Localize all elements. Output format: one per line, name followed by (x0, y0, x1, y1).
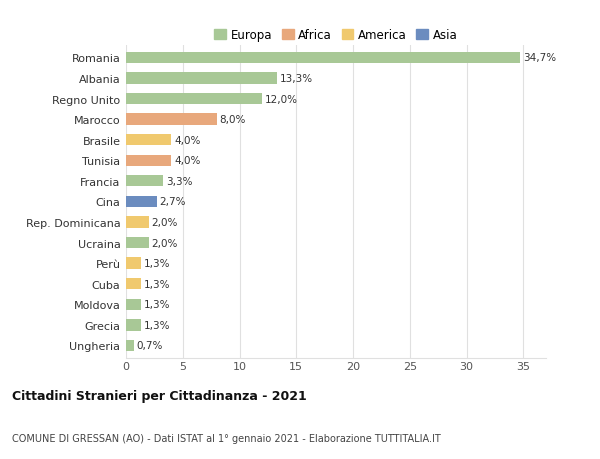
Text: COMUNE DI GRESSAN (AO) - Dati ISTAT al 1° gennaio 2021 - Elaborazione TUTTITALIA: COMUNE DI GRESSAN (AO) - Dati ISTAT al 1… (12, 433, 441, 442)
Text: 3,3%: 3,3% (166, 176, 193, 186)
Text: 0,7%: 0,7% (137, 341, 163, 351)
Text: Cittadini Stranieri per Cittadinanza - 2021: Cittadini Stranieri per Cittadinanza - 2… (12, 389, 307, 403)
Text: 8,0%: 8,0% (220, 115, 246, 125)
Text: 1,3%: 1,3% (143, 300, 170, 310)
Bar (126, 299, 141, 310)
Bar (126, 94, 262, 105)
Bar (126, 279, 141, 290)
Bar (126, 155, 172, 167)
Text: 34,7%: 34,7% (523, 53, 556, 63)
Bar (126, 196, 157, 207)
Text: 4,0%: 4,0% (174, 156, 200, 166)
Text: 12,0%: 12,0% (265, 94, 298, 104)
Bar (126, 134, 172, 146)
Bar (126, 237, 149, 249)
Text: 4,0%: 4,0% (174, 135, 200, 146)
Text: 2,0%: 2,0% (152, 238, 178, 248)
Bar (126, 114, 217, 125)
Text: 1,3%: 1,3% (143, 258, 170, 269)
Text: 2,0%: 2,0% (152, 218, 178, 228)
Text: 13,3%: 13,3% (280, 74, 313, 84)
Legend: Europa, Africa, America, Asia: Europa, Africa, America, Asia (212, 27, 460, 45)
Text: 1,3%: 1,3% (143, 279, 170, 289)
Bar (126, 319, 141, 331)
Text: 2,7%: 2,7% (160, 197, 186, 207)
Bar (126, 176, 163, 187)
Bar (126, 53, 520, 64)
Text: 1,3%: 1,3% (143, 320, 170, 330)
Bar (126, 258, 141, 269)
Bar (126, 73, 277, 84)
Bar (126, 340, 134, 351)
Bar (126, 217, 149, 228)
